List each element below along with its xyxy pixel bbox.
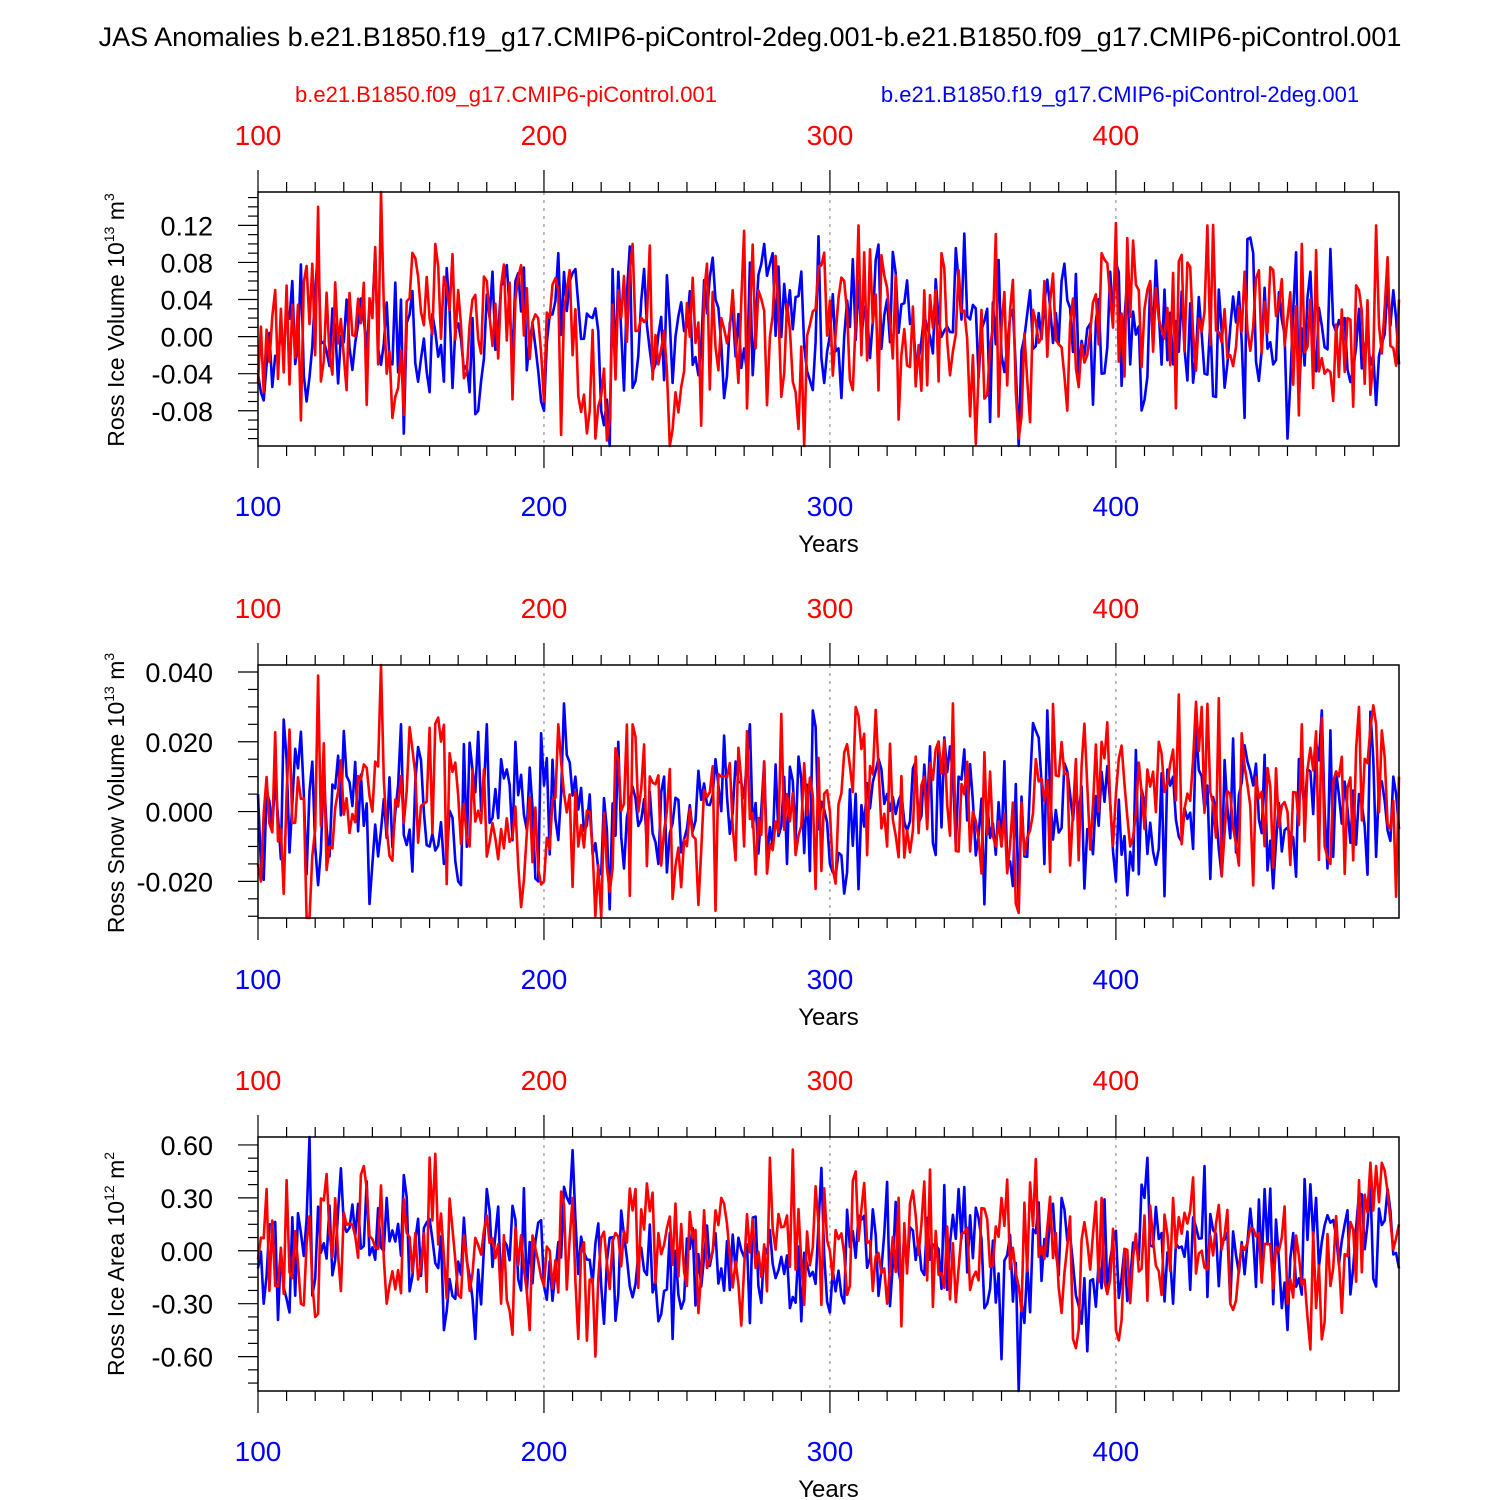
x-tick-label-top: 300 <box>807 120 854 151</box>
x-axis-label: Years <box>798 1004 859 1031</box>
x-tick-label-bottom: 200 <box>521 491 568 522</box>
x-tick-label-top: 200 <box>521 1065 568 1096</box>
y-tick-label: 0.00 <box>160 323 213 353</box>
x-tick-label-top: 300 <box>807 1065 854 1096</box>
x-tick-label-bottom: 300 <box>807 964 854 995</box>
plot-frame <box>257 191 1400 447</box>
chart-panel-2: 100 100 200 200 300 300 400 400 -0.020 0.000 0.020… <box>101 593 1401 1031</box>
y-tick-label: 0.040 <box>145 658 213 688</box>
y-tick-label: -0.020 <box>136 867 213 897</box>
x-tick-label-bottom: 300 <box>807 1436 854 1467</box>
x-tick-label-top: 100 <box>235 593 282 624</box>
y-tick-label: 0.000 <box>145 798 213 828</box>
x-tick-label-top: 400 <box>1093 120 1140 151</box>
y-tick-label: -0.04 <box>151 360 213 390</box>
y-tick-label: 0.30 <box>160 1184 213 1214</box>
x-axis-label: Years <box>798 1476 859 1500</box>
y-tick-label: 0.00 <box>160 1237 213 1267</box>
x-tick-label-bottom: 400 <box>1093 491 1140 522</box>
figure-title: JAS Anomalies b.e21.B1850.f19_g17.CMIP6-… <box>99 22 1402 52</box>
x-tick-label-bottom: 100 <box>235 491 282 522</box>
y-tick-label: 0.04 <box>160 286 213 316</box>
series-line-red <box>256 190 1401 448</box>
series-line-red <box>256 663 1401 920</box>
chart-panel-3: 100 100 200 200 300 300 400 400 -0.60 -0.30 0.00 0.… <box>101 1065 1401 1500</box>
x-tick-label-top: 300 <box>807 593 854 624</box>
x-tick-label-bottom: 300 <box>807 491 854 522</box>
x-tick-label-bottom: 400 <box>1093 1436 1140 1467</box>
plot-frame <box>257 664 1400 919</box>
y-tick-label: 0.12 <box>160 211 213 241</box>
y-axis-label: Ross Ice Volume 1013 m3 <box>101 193 129 447</box>
x-tick-label-bottom: 100 <box>235 1436 282 1467</box>
x-tick-label-top: 100 <box>235 1065 282 1096</box>
legend-blue-label: b.e21.B1850.f19_g17.CMIP6-piControl-2deg… <box>881 82 1359 107</box>
series-line-blue <box>256 232 1401 448</box>
series-line-red <box>256 1148 1401 1358</box>
x-tick-label-top: 200 <box>521 120 568 151</box>
y-tick-label: -0.08 <box>151 397 213 427</box>
x-tick-label-bottom: 400 <box>1093 964 1140 995</box>
x-tick-label-top: 200 <box>521 593 568 624</box>
x-tick-label-bottom: 200 <box>521 964 568 995</box>
chart-panel-1: 100 100 200 200 300 300 400 400 -0.08 -0.04 0.00 0.… <box>101 120 1401 558</box>
y-tick-label: -0.60 <box>151 1343 213 1373</box>
y-axis-label: Ross Snow Volume 1013 m3 <box>101 653 129 934</box>
y-tick-label: 0.020 <box>145 728 213 758</box>
y-tick-label: 0.60 <box>160 1131 213 1161</box>
x-tick-label-top: 400 <box>1093 1065 1140 1096</box>
x-tick-label-top: 100 <box>235 120 282 151</box>
y-tick-label: -0.30 <box>151 1290 213 1320</box>
y-axis-label: Ross Ice Area 1012 m2 <box>101 1152 129 1376</box>
y-tick-label: 0.08 <box>160 248 213 278</box>
x-tick-label-bottom: 200 <box>521 1436 568 1467</box>
x-axis-label: Years <box>798 531 859 558</box>
legend-red-label: b.e21.B1850.f09_g17.CMIP6-piControl.001 <box>295 82 717 107</box>
x-tick-label-top: 400 <box>1093 593 1140 624</box>
x-tick-label-bottom: 100 <box>235 964 282 995</box>
